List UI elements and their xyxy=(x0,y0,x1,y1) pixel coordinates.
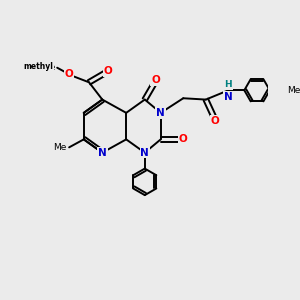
Text: O: O xyxy=(65,69,74,80)
Text: N: N xyxy=(98,148,107,158)
Text: N: N xyxy=(224,92,233,102)
Text: O: O xyxy=(211,116,220,126)
Text: O: O xyxy=(104,66,112,76)
Text: methyl: methyl xyxy=(23,62,53,71)
Text: N: N xyxy=(156,108,165,118)
Text: Me: Me xyxy=(43,63,56,72)
Text: H: H xyxy=(225,80,232,89)
Text: Me: Me xyxy=(53,143,67,152)
Text: N: N xyxy=(140,148,149,158)
Text: O: O xyxy=(179,134,188,144)
Text: O: O xyxy=(151,76,160,85)
Text: Me: Me xyxy=(287,86,300,95)
